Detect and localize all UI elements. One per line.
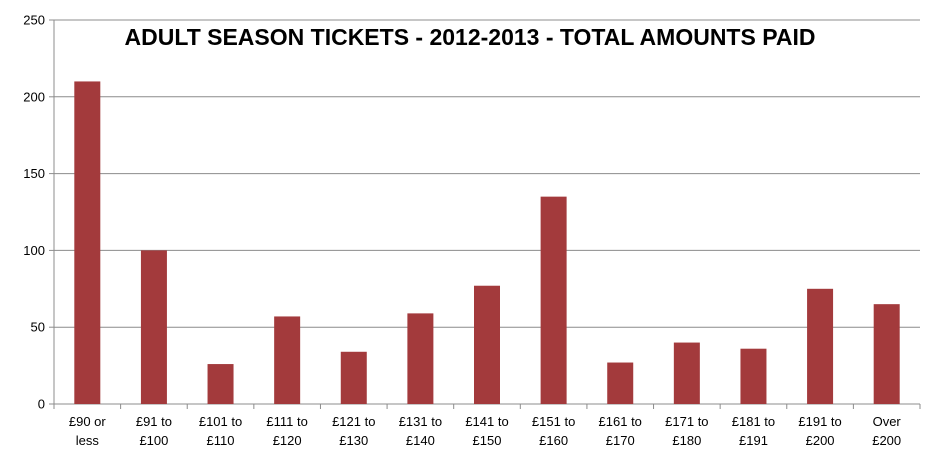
- chart-title: ADULT SEASON TICKETS - 2012-2013 - TOTAL…: [124, 24, 816, 50]
- bar: [140, 250, 167, 404]
- y-tick-label: 50: [31, 320, 45, 335]
- x-tick-label: £181 to £191: [732, 414, 775, 448]
- x-tick-label: Over £200: [872, 414, 901, 448]
- bar: [340, 351, 367, 404]
- bar: [873, 304, 900, 404]
- bar: [607, 362, 634, 404]
- x-tick-label: £90 or less: [69, 414, 107, 448]
- bar: [540, 196, 567, 404]
- x-tick-label: £151 to £160: [532, 414, 575, 448]
- y-tick-label: 150: [23, 166, 45, 181]
- x-tick-label: £171 to £180: [665, 414, 708, 448]
- bar: [407, 313, 434, 404]
- bar: [673, 342, 700, 404]
- y-tick-label: 200: [23, 89, 45, 104]
- bar: [740, 348, 767, 404]
- x-tick-label: £191 to £200: [798, 414, 841, 448]
- bar: [207, 364, 234, 404]
- y-tick-label: 100: [23, 243, 45, 258]
- y-tick-label: 250: [23, 13, 45, 28]
- x-tick-label: £101 to £110: [199, 414, 242, 448]
- bar: [74, 81, 101, 404]
- x-tick-label: £131 to £140: [399, 414, 442, 448]
- x-tick-label: £111 to £120: [266, 414, 307, 448]
- bar: [274, 316, 301, 404]
- x-tick-label: £121 to £130: [332, 414, 375, 448]
- y-tick-label: 0: [38, 397, 45, 412]
- x-tick-label: £161 to £170: [599, 414, 642, 448]
- x-tick-label: £141 to £150: [465, 414, 508, 448]
- bar: [807, 288, 834, 404]
- x-tick-label: £91 to £100: [136, 414, 172, 448]
- bar: [474, 285, 500, 404]
